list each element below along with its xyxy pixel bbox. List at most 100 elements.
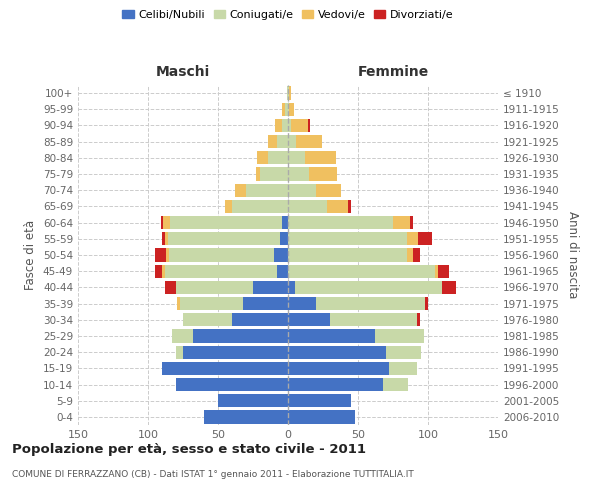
Bar [288,410,355,424]
Bar [235,184,246,197]
Bar [288,330,375,342]
Bar [180,297,243,310]
Bar [438,264,449,278]
Bar [327,200,348,213]
Bar [288,313,330,326]
Bar [165,232,167,245]
Bar [167,232,280,245]
Bar [285,102,288,116]
Bar [425,297,428,310]
Bar [288,168,309,180]
Bar [277,135,288,148]
Bar [165,280,176,294]
Bar [288,232,407,245]
Bar [204,410,288,424]
Bar [296,135,322,148]
Bar [348,200,351,213]
Bar [407,248,413,262]
Bar [176,378,288,391]
Bar [274,248,288,262]
Bar [288,394,351,407]
Bar [288,151,305,164]
Bar [309,168,337,180]
Bar [417,313,419,326]
Bar [288,102,289,116]
Bar [289,86,291,100]
Bar [165,264,277,278]
Bar [178,297,180,310]
Y-axis label: Fasce di età: Fasce di età [25,220,37,290]
Bar [246,184,288,197]
Bar [288,264,435,278]
Bar [295,280,442,294]
Bar [288,297,316,310]
Bar [305,151,335,164]
Bar [260,168,288,180]
Bar [162,232,165,245]
Bar [289,102,293,116]
Bar [161,216,163,230]
Bar [389,362,417,375]
Bar [232,313,288,326]
Bar [288,184,316,197]
Bar [256,168,260,180]
Text: COMUNE DI FERRAZZANO (CB) - Dati ISTAT 1° gennaio 2011 - Elaborazione TUTTITALIA: COMUNE DI FERRAZZANO (CB) - Dati ISTAT 1… [12,470,414,479]
Bar [283,102,285,116]
Text: Maschi: Maschi [156,64,210,78]
Bar [386,346,421,359]
Bar [393,216,410,230]
Bar [383,378,409,391]
Bar [193,330,288,342]
Bar [288,200,327,213]
Bar [288,280,295,294]
Bar [225,200,232,213]
Bar [268,151,288,164]
Bar [287,86,288,100]
Bar [277,264,288,278]
Bar [176,346,183,359]
Bar [291,119,308,132]
Bar [183,346,288,359]
Bar [183,313,232,326]
Bar [375,330,424,342]
Bar [155,264,162,278]
Bar [413,248,419,262]
Bar [418,232,432,245]
Bar [243,297,288,310]
Bar [166,248,169,262]
Bar [172,330,193,342]
Bar [170,216,283,230]
Bar [169,248,274,262]
Bar [288,86,289,100]
Bar [162,362,288,375]
Text: Popolazione per età, sesso e stato civile - 2011: Popolazione per età, sesso e stato civil… [12,442,366,456]
Legend: Celibi/Nubili, Coniugati/e, Vedovi/e, Divorziati/e: Celibi/Nubili, Coniugati/e, Vedovi/e, Di… [118,6,458,25]
Bar [316,184,341,197]
Bar [316,297,425,310]
Bar [288,135,296,148]
Bar [155,248,166,262]
Bar [162,264,165,278]
Bar [435,264,438,278]
Bar [442,280,456,294]
Bar [163,216,170,230]
Bar [288,216,393,230]
Bar [257,151,268,164]
Bar [308,119,310,132]
Bar [288,378,383,391]
Bar [253,280,288,294]
Text: Femmine: Femmine [358,64,428,78]
Bar [407,232,418,245]
Bar [268,135,277,148]
Bar [283,216,288,230]
Bar [280,232,288,245]
Bar [288,346,386,359]
Bar [288,362,389,375]
Bar [232,200,288,213]
Bar [275,119,283,132]
Bar [410,216,413,230]
Bar [218,394,288,407]
Bar [176,280,253,294]
Bar [330,313,417,326]
Bar [288,248,407,262]
